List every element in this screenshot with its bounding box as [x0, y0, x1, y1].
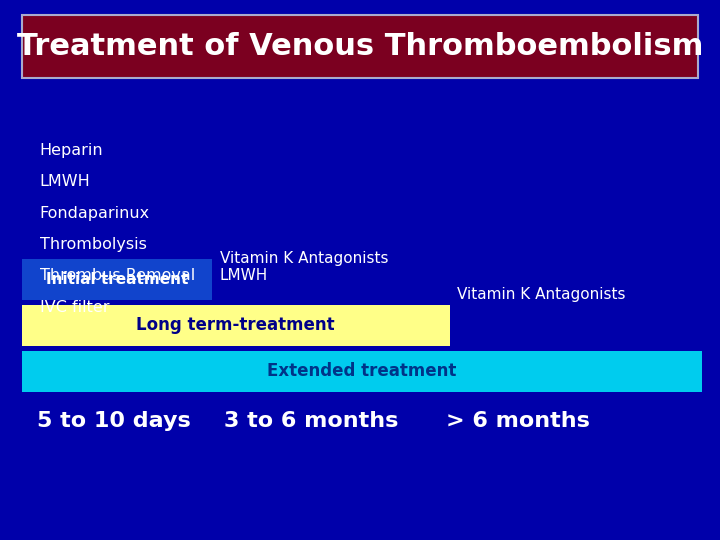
Text: Thrombus Removal: Thrombus Removal: [40, 268, 195, 284]
Text: Heparin: Heparin: [40, 143, 103, 158]
Text: Long term-treatment: Long term-treatment: [137, 316, 335, 334]
Text: Fondaparinux: Fondaparinux: [40, 206, 150, 221]
Text: Extended treatment: Extended treatment: [267, 362, 456, 380]
Text: 5 to 10 days: 5 to 10 days: [37, 411, 191, 431]
Text: Treatment of Venous Thromboembolism: Treatment of Venous Thromboembolism: [17, 32, 703, 61]
Text: IVC filter: IVC filter: [40, 300, 109, 315]
Text: Vitamin K Antagonists: Vitamin K Antagonists: [457, 287, 626, 302]
FancyBboxPatch shape: [22, 351, 702, 392]
Text: LMWH: LMWH: [40, 174, 90, 190]
FancyBboxPatch shape: [22, 259, 212, 300]
Text: Initial treatment: Initial treatment: [46, 272, 188, 287]
Text: Thrombolysis: Thrombolysis: [40, 237, 146, 252]
FancyBboxPatch shape: [22, 15, 698, 78]
FancyBboxPatch shape: [22, 305, 450, 346]
Text: > 6 months: > 6 months: [446, 411, 590, 431]
Text: 3 to 6 months: 3 to 6 months: [224, 411, 398, 431]
Text: Vitamin K Antagonists
LMWH: Vitamin K Antagonists LMWH: [220, 251, 388, 284]
